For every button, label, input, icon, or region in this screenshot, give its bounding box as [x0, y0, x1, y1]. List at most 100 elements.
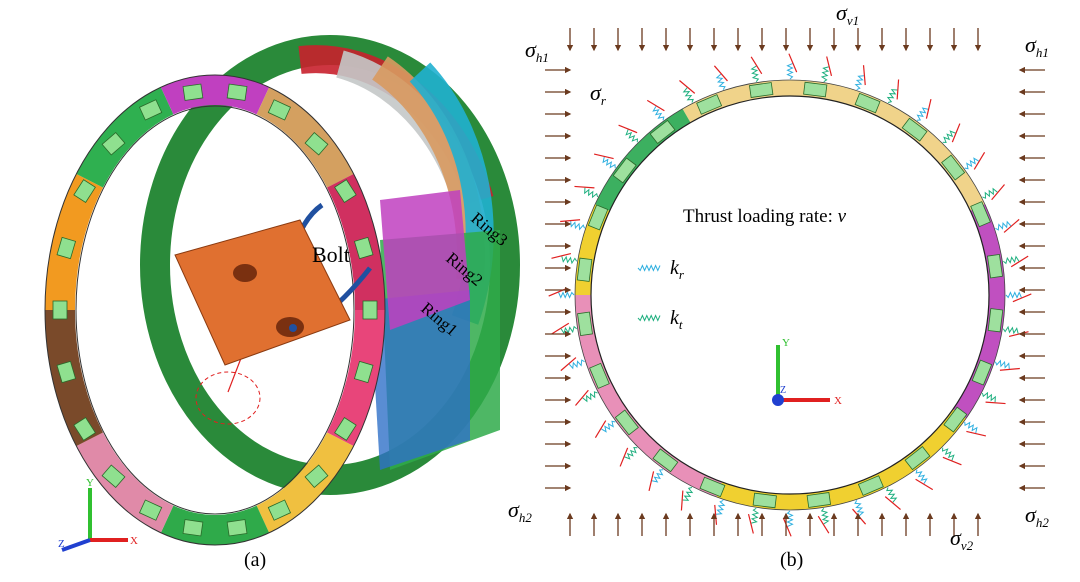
ring-shell-side: [380, 190, 470, 330]
joint-block: [182, 83, 204, 101]
loading-label: Thrust loading rate: v: [683, 206, 847, 227]
spring: [964, 157, 979, 170]
joint-block: [353, 360, 374, 384]
joint-block: [614, 409, 639, 436]
reaction-line: [750, 56, 763, 75]
reaction-line: [862, 65, 866, 86]
reaction-line: [575, 389, 589, 406]
ring-inner-edge: [75, 105, 355, 515]
spring: [750, 507, 760, 524]
spring: [637, 314, 661, 322]
spring: [995, 220, 1012, 231]
spring: [1003, 255, 1020, 265]
ring-outer-edge: [44, 74, 386, 546]
spring: [602, 156, 616, 169]
axis-z-label: Z: [58, 538, 65, 550]
spring: [854, 500, 865, 517]
joint-block: [362, 300, 378, 320]
joint-block: [854, 92, 881, 114]
spring: [1002, 325, 1019, 335]
joint-block: [101, 464, 126, 489]
spring: [560, 325, 577, 335]
joint-block: [857, 475, 884, 496]
stress-label: σh1: [1025, 32, 1049, 60]
reaction-line: [966, 430, 987, 437]
spring: [601, 420, 616, 433]
axis-y-label: Y: [86, 477, 94, 489]
joint-block: [576, 257, 593, 282]
reaction-line: [942, 456, 962, 466]
joint-block: [752, 492, 777, 509]
reaction-line: [782, 517, 792, 537]
joint-block: [904, 446, 931, 471]
joint-block: [987, 254, 1003, 279]
spring-legend-label: kt: [670, 307, 683, 332]
reaction-line: [826, 56, 833, 77]
reaction-line: [574, 185, 595, 189]
spring: [637, 264, 661, 272]
reaction-line: [896, 79, 900, 100]
joint-block: [649, 119, 676, 144]
joint-block: [226, 519, 248, 537]
reaction-line: [817, 515, 830, 534]
lining-inner: [590, 95, 990, 495]
reaction-line: [679, 80, 696, 94]
spring: [916, 107, 929, 121]
lining-segment: [595, 108, 691, 211]
spring: [886, 89, 898, 104]
joint-block: [589, 362, 610, 389]
joint-block: [803, 81, 828, 98]
spring: [994, 359, 1010, 369]
joint-block: [971, 359, 993, 386]
reaction-line: [925, 98, 932, 119]
joint-block: [56, 360, 77, 384]
stress-label: σv1: [836, 0, 859, 28]
reaction-line: [713, 65, 728, 82]
joint-block: [73, 179, 96, 203]
joint-block: [353, 236, 374, 260]
reaction-line: [551, 322, 570, 335]
reaction-line: [680, 490, 684, 511]
reaction-line: [593, 153, 614, 160]
reaction-line: [618, 124, 638, 134]
reaction-line: [788, 53, 798, 73]
axis-z: [772, 394, 784, 406]
axis-y-label: Y: [782, 337, 790, 349]
joint-block: [577, 311, 593, 336]
joint-block: [943, 406, 968, 433]
spring: [1005, 291, 1022, 299]
stress-label: σh2: [508, 497, 532, 525]
reaction-line: [619, 447, 629, 467]
spring: [568, 359, 585, 370]
stress-label: σh1: [525, 37, 549, 65]
joint-block: [101, 131, 126, 156]
joint-block: [970, 201, 991, 228]
spring: [750, 65, 760, 82]
bolt-hole: [233, 264, 257, 282]
spring: [854, 75, 864, 91]
joint-block: [267, 99, 292, 121]
joint-block: [612, 157, 637, 184]
reaction-line: [991, 184, 1005, 201]
joint-block: [138, 99, 163, 121]
joint-block: [334, 179, 357, 203]
ring-segment: [160, 75, 270, 115]
spring: [561, 255, 578, 265]
joint-block: [73, 417, 96, 441]
joint-block: [587, 204, 609, 231]
panel-caption: (a): [244, 549, 266, 571]
reaction-line: [915, 478, 934, 491]
spring: [820, 508, 830, 525]
joint-block: [806, 492, 831, 508]
joint-block: [652, 448, 679, 473]
reaction-line: [1003, 218, 1020, 233]
joint-block: [138, 499, 163, 521]
spring: [652, 106, 665, 121]
spring: [941, 447, 955, 461]
stress-label: σv2: [950, 525, 974, 553]
spring: [624, 446, 638, 460]
reaction-line: [985, 401, 1006, 405]
spring: [786, 63, 794, 80]
